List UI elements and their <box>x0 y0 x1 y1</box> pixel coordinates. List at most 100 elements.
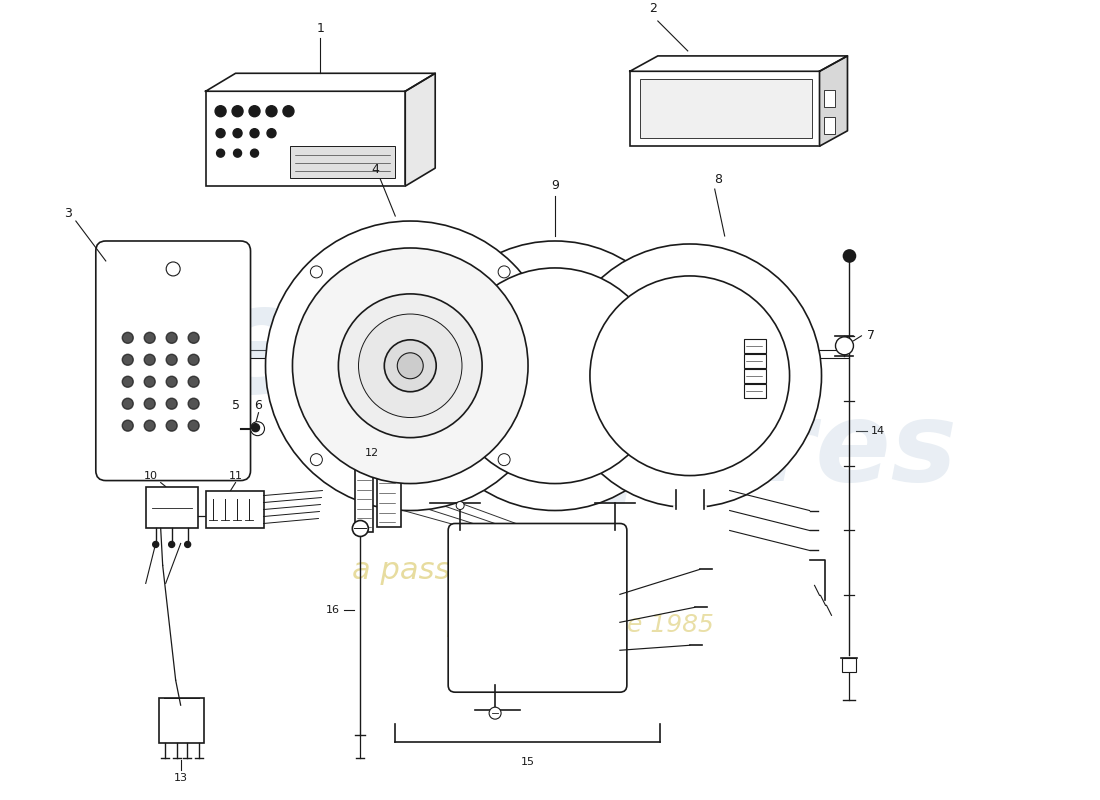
Circle shape <box>188 376 199 387</box>
Text: 11: 11 <box>229 470 243 481</box>
Circle shape <box>352 521 368 537</box>
Circle shape <box>250 129 258 138</box>
Bar <box>206 490 264 529</box>
Text: porsche... since 1985: porsche... since 1985 <box>446 614 714 638</box>
Circle shape <box>185 542 190 547</box>
Circle shape <box>188 354 199 366</box>
Circle shape <box>144 420 155 431</box>
Bar <box>843 658 857 672</box>
Bar <box>824 118 836 134</box>
Circle shape <box>420 241 690 510</box>
Text: 8: 8 <box>714 173 722 186</box>
Circle shape <box>339 294 482 438</box>
Text: 13: 13 <box>174 773 188 783</box>
Text: 7: 7 <box>868 330 876 342</box>
Bar <box>640 79 812 138</box>
Polygon shape <box>206 74 436 91</box>
Text: 15: 15 <box>520 757 535 767</box>
Circle shape <box>122 332 133 343</box>
Circle shape <box>251 149 258 157</box>
Circle shape <box>144 398 155 409</box>
Text: 9: 9 <box>551 178 559 191</box>
Bar <box>158 698 204 743</box>
Circle shape <box>252 424 260 432</box>
Circle shape <box>590 276 790 475</box>
Circle shape <box>232 106 243 117</box>
Circle shape <box>122 376 133 387</box>
Bar <box>290 146 395 178</box>
Circle shape <box>188 332 199 343</box>
Circle shape <box>166 376 177 387</box>
Text: 12: 12 <box>365 448 380 458</box>
Circle shape <box>122 398 133 409</box>
Bar <box>206 91 405 186</box>
Text: 2: 2 <box>649 2 657 14</box>
FancyBboxPatch shape <box>448 523 627 692</box>
Circle shape <box>456 502 464 510</box>
Circle shape <box>144 376 155 387</box>
Bar <box>145 486 198 529</box>
Circle shape <box>166 332 177 343</box>
Circle shape <box>168 542 175 547</box>
Circle shape <box>122 354 133 366</box>
Circle shape <box>359 314 462 418</box>
Circle shape <box>448 268 663 483</box>
Text: 10: 10 <box>144 470 157 481</box>
Circle shape <box>265 221 556 510</box>
Circle shape <box>144 354 155 366</box>
Text: 1: 1 <box>317 22 324 35</box>
Circle shape <box>310 266 322 278</box>
Circle shape <box>836 337 854 354</box>
Polygon shape <box>405 74 436 186</box>
Circle shape <box>166 420 177 431</box>
Circle shape <box>558 244 822 507</box>
Bar <box>744 369 766 382</box>
Text: a passion for: a passion for <box>352 556 549 585</box>
Circle shape <box>153 542 158 547</box>
Bar <box>630 71 820 146</box>
Circle shape <box>266 106 277 117</box>
Bar <box>377 473 402 527</box>
Text: 4: 4 <box>372 162 379 176</box>
Bar <box>744 384 766 398</box>
Circle shape <box>490 707 502 719</box>
Circle shape <box>166 262 180 276</box>
Polygon shape <box>820 56 847 146</box>
Text: 5: 5 <box>232 399 240 412</box>
Circle shape <box>188 398 199 409</box>
Circle shape <box>233 149 242 157</box>
Bar <box>744 339 766 353</box>
Polygon shape <box>630 56 847 71</box>
Text: 14: 14 <box>870 426 884 436</box>
Circle shape <box>144 332 155 343</box>
Circle shape <box>283 106 294 117</box>
Circle shape <box>122 420 133 431</box>
Circle shape <box>217 149 224 157</box>
Text: 6: 6 <box>254 399 263 412</box>
Bar <box>824 90 836 107</box>
Circle shape <box>251 422 264 436</box>
Circle shape <box>166 398 177 409</box>
Circle shape <box>397 353 424 378</box>
Text: 16: 16 <box>326 606 340 615</box>
Circle shape <box>188 420 199 431</box>
Circle shape <box>233 129 242 138</box>
Text: 3: 3 <box>64 206 72 219</box>
Bar <box>235 246 784 475</box>
Text: euro: euro <box>204 276 596 426</box>
Circle shape <box>498 266 510 278</box>
Circle shape <box>249 106 260 117</box>
Circle shape <box>844 250 856 262</box>
Bar <box>355 467 373 533</box>
Circle shape <box>216 129 225 138</box>
Circle shape <box>166 354 177 366</box>
Circle shape <box>216 106 227 117</box>
Circle shape <box>293 248 528 483</box>
Circle shape <box>498 454 510 466</box>
Text: spares: spares <box>541 397 958 504</box>
Circle shape <box>384 340 437 392</box>
Bar <box>744 354 766 368</box>
FancyBboxPatch shape <box>96 241 251 481</box>
Circle shape <box>267 129 276 138</box>
Circle shape <box>310 454 322 466</box>
